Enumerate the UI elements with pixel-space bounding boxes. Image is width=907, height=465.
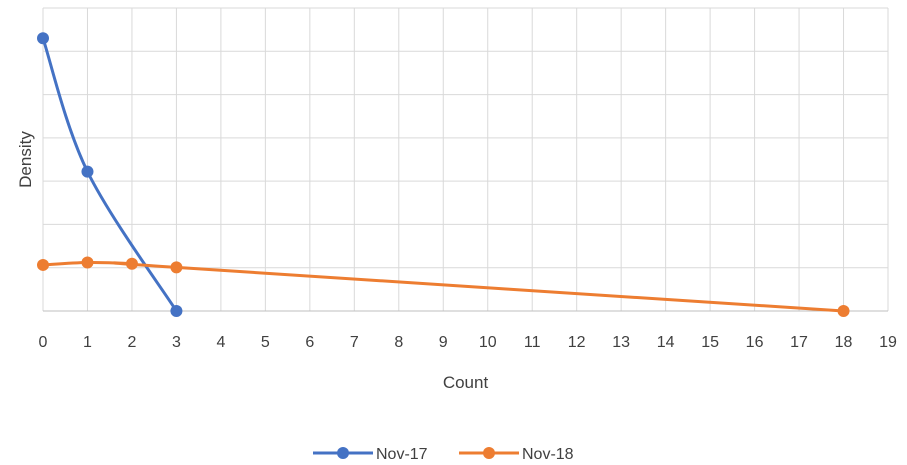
x-axis-title: Count — [443, 373, 489, 392]
data-point-nov-18 — [37, 258, 49, 271]
y-axis-title: Density — [16, 131, 35, 188]
data-point-nov-17 — [81, 165, 94, 178]
chart-legend: Nov-17 Nov-18 — [313, 446, 574, 463]
x-tick-label: 0 — [39, 334, 48, 351]
data-point-nov-18 — [837, 305, 850, 317]
x-tick-label: 12 — [568, 334, 586, 351]
x-tick-label: 19 — [879, 334, 897, 351]
legend-label-nov-18: Nov-18 — [522, 446, 574, 463]
data-point-nov-17 — [170, 305, 183, 317]
x-tick-label: 8 — [394, 334, 403, 351]
x-tick-label: 2 — [127, 334, 136, 351]
x-tick-labels: 0 1 2 3 4 5 6 7 8 9 10 11 12 13 14 15 16 17 18 19 — [39, 334, 897, 351]
x-tick-label: 9 — [439, 334, 448, 351]
legend-marker-nov-18 — [483, 447, 495, 459]
x-tick-label: 18 — [835, 334, 853, 351]
data-point-nov-17 — [37, 32, 49, 45]
data-point-nov-18 — [125, 257, 138, 270]
chart-series — [37, 32, 850, 317]
x-tick-label: 7 — [350, 334, 359, 351]
x-tick-label: 11 — [524, 334, 541, 351]
x-tick-label: 4 — [216, 334, 225, 351]
x-tick-label: 3 — [172, 334, 181, 351]
legend-marker-nov-17 — [337, 447, 349, 459]
x-tick-label: 5 — [261, 334, 270, 351]
x-tick-label: 14 — [657, 334, 675, 351]
data-point-nov-18 — [170, 261, 183, 274]
series-line-nov-17 — [41, 36, 178, 313]
x-tick-label: 17 — [790, 334, 808, 351]
x-tick-label: 16 — [746, 334, 764, 351]
x-tick-label: 13 — [612, 334, 630, 351]
x-tick-label: 1 — [83, 334, 92, 351]
x-tick-label: 15 — [701, 334, 719, 351]
legend-label-nov-17: Nov-17 — [376, 446, 428, 463]
chart-grid — [43, 7, 889, 311]
x-tick-label: 6 — [305, 334, 314, 351]
x-tick-label: 10 — [479, 334, 497, 351]
data-point-nov-18 — [81, 256, 94, 269]
